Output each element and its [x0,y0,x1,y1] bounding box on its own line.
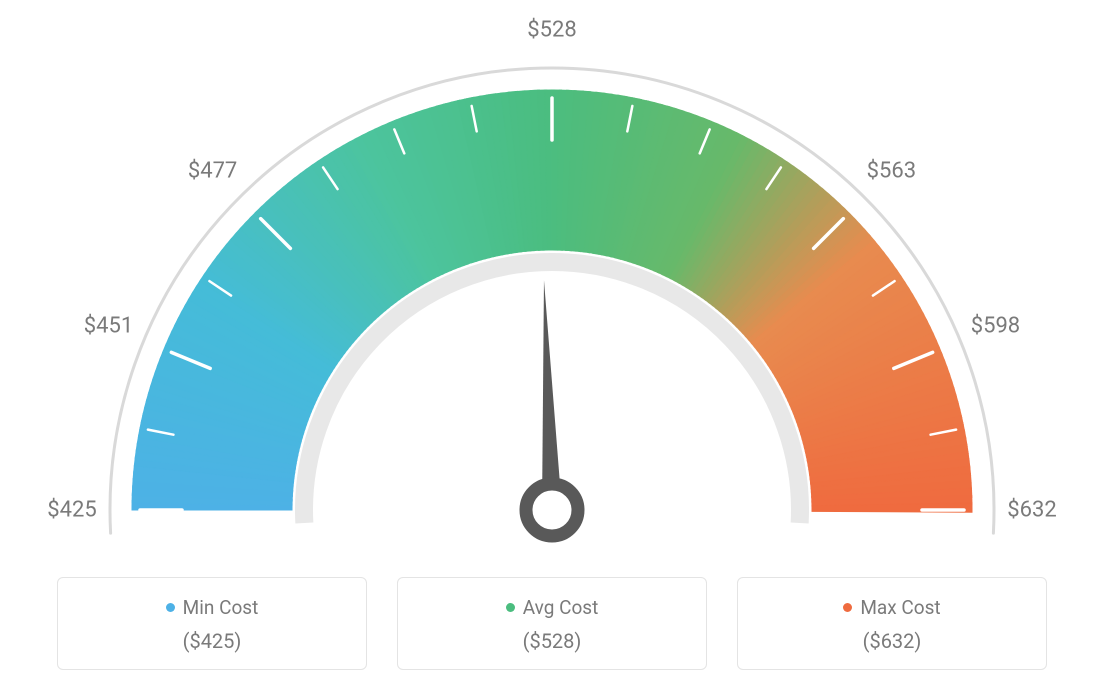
gauge-svg [0,0,1104,560]
legend-max-box: Max Cost ($632) [737,577,1047,670]
gauge-tick-label: $563 [867,158,916,183]
gauge-chart: $425 $451 $477 $528 $563 $598 $632 [0,0,1104,560]
legend-avg-label: Avg Cost [523,596,599,619]
legend-avg-value: ($528) [408,629,696,653]
gauge-tick-label: $598 [971,314,1020,339]
legend-max-value: ($632) [748,629,1036,653]
legend-avg-dot-icon [506,603,515,612]
legend-avg-box: Avg Cost ($528) [397,577,707,670]
legend-min-box: Min Cost ($425) [57,577,367,670]
legend-avg-title: Avg Cost [506,596,599,619]
legend-max-dot-icon [843,603,852,612]
gauge-tick-label: $425 [47,498,96,523]
gauge-tick-label: $477 [188,158,237,183]
legend-min-title: Min Cost [166,596,259,619]
legend-row: Min Cost ($425) Avg Cost ($528) Max Cost… [0,577,1104,670]
legend-max-title: Max Cost [843,596,940,619]
legend-max-label: Max Cost [860,596,940,619]
gauge-tick-label: $528 [527,18,576,43]
legend-min-value: ($425) [68,629,356,653]
legend-min-dot-icon [166,603,175,612]
gauge-tick-label: $451 [84,314,133,339]
gauge-tick-label: $632 [1007,498,1056,523]
legend-min-label: Min Cost [183,596,259,619]
